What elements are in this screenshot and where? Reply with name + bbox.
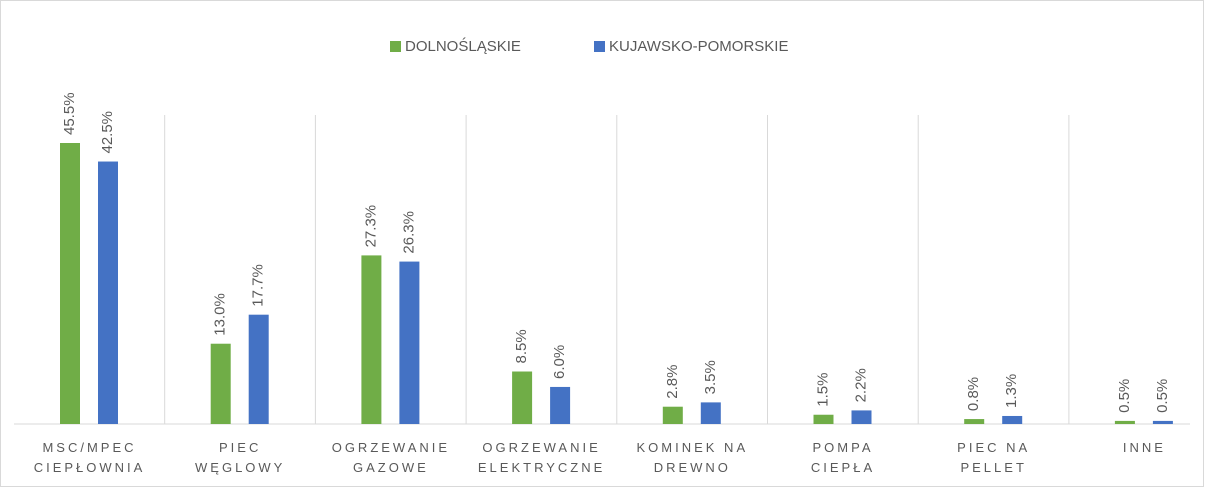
data-label: 2.8% [664, 365, 681, 399]
data-label: 0.8% [965, 377, 982, 411]
legend-label: DOLNOŚLĄSKIE [405, 37, 521, 55]
bar [210, 343, 231, 424]
data-label: 2.2% [852, 368, 869, 402]
data-label: 6.0% [551, 345, 568, 379]
bar [1002, 415, 1023, 424]
bar [248, 314, 269, 424]
data-label: 8.5% [513, 329, 530, 363]
bar [399, 261, 420, 424]
x-tick-label: OGRZEWANIE GAZOWE [331, 440, 451, 475]
x-tick-label: MSC/MPEC CIEPŁOWNIA [33, 440, 146, 475]
data-label: 1.5% [814, 373, 831, 407]
data-label: 26.3% [400, 211, 417, 254]
bar [512, 371, 533, 424]
bar [361, 255, 382, 424]
x-tick-label: PIEC WĘGLOWY [195, 440, 286, 475]
bar [60, 143, 80, 424]
bar [1152, 420, 1173, 424]
data-label: 0.5% [1154, 379, 1171, 413]
x-tick-label: POMPA CIEPŁA [810, 440, 876, 475]
data-label: 45.5% [61, 92, 78, 135]
x-tick-label: INNE [1122, 440, 1166, 455]
data-label: 42.5% [99, 111, 116, 154]
bar [700, 402, 721, 424]
legend-label: KUJAWSKO-POMORSKIE [609, 38, 788, 55]
bar [813, 414, 834, 424]
legend-swatch [594, 41, 605, 52]
bar [550, 386, 571, 424]
data-label: 0.5% [1116, 379, 1133, 413]
data-label: 13.0% [212, 293, 229, 336]
x-tick-label: OGRZEWANIE ELEKTRYCZNE [477, 440, 606, 475]
data-label: 17.7% [250, 264, 267, 307]
x-tick-label: KOMINEK NA DREWNO [636, 440, 749, 475]
data-label: 3.5% [702, 360, 719, 394]
bar [851, 410, 872, 424]
data-label: 27.3% [362, 205, 379, 248]
x-tick-label: PIEC NA PELLET [957, 440, 1031, 475]
data-label: 1.3% [1003, 374, 1020, 408]
bar [1114, 420, 1135, 424]
legend-swatch [390, 41, 401, 52]
bar [98, 161, 118, 424]
bar [662, 406, 683, 424]
bar [964, 419, 985, 424]
